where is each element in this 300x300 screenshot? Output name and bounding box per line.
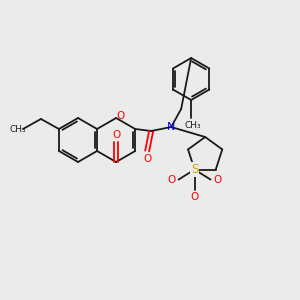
Text: O: O bbox=[112, 130, 120, 140]
Text: O: O bbox=[167, 175, 176, 184]
Text: CH₃: CH₃ bbox=[185, 121, 202, 130]
Text: O: O bbox=[116, 111, 124, 121]
Text: O: O bbox=[214, 175, 222, 184]
Text: O: O bbox=[190, 192, 199, 202]
Text: N: N bbox=[167, 122, 175, 132]
Text: S: S bbox=[191, 163, 198, 176]
Text: CH₃: CH₃ bbox=[10, 124, 26, 134]
Text: O: O bbox=[143, 154, 151, 164]
